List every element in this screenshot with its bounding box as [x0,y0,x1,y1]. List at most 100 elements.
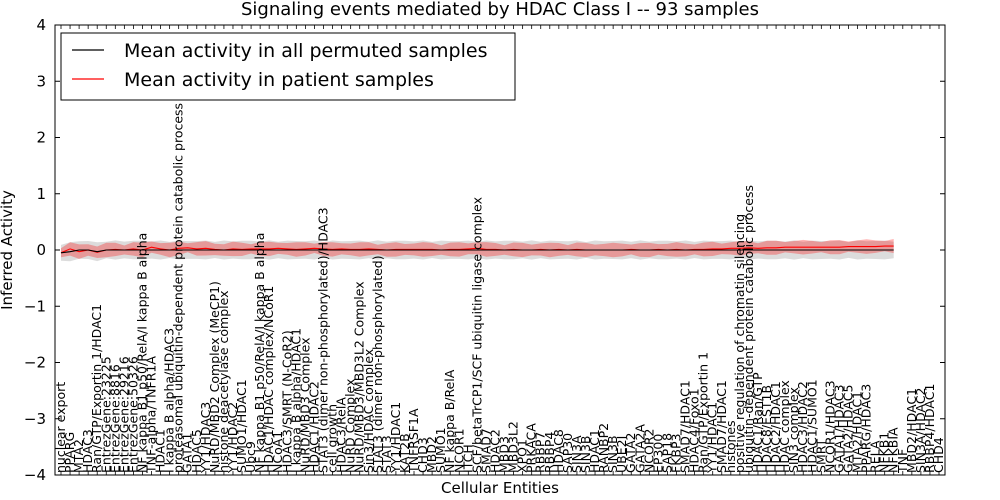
entity-label: SCF/betaTrCP1/SCF ubiquitin ligase compl… [469,197,484,473]
entity-label: histones [723,420,738,473]
entity-label: Sin3/HDAC complex [361,349,376,473]
y-tick-label: −1 [24,297,46,315]
line-permuted [60,249,894,254]
entity-label: CHD4 [931,437,946,473]
y-tick-label: 0 [36,241,46,259]
entity-label: PRKACA [524,423,539,473]
entity-label: TNFRSF1A [406,408,421,474]
y-tick-label: 4 [36,16,46,34]
entity-label: NuRD/MBD3 Complex [297,337,312,473]
entity-label: positive regulation of chromatin silenci… [732,214,747,473]
entity-label: MTA2/HDAC1 [850,391,865,473]
entity-label: STAT3 [379,435,394,473]
entity-label: Ran/GTP/Exportin 1/HDAC1 [89,304,104,473]
entity-label: RBBP4/HDAC1 [922,384,937,473]
entity-label: Ran/GTP/Exportin 1 [696,352,711,473]
entity-label: KAT2B [397,433,412,473]
entity-label: MBD2/HDAC1 [904,388,919,473]
entity-label: NFKBIA [886,427,901,473]
y-tick-label: 1 [36,185,46,203]
entity-label: HDAC2/HDAC1 [768,381,783,473]
entity-label: GATA1/HDAC3 [831,384,846,472]
entity-label: RBBP7 [533,432,548,473]
entity-label: ITCH [460,444,475,473]
band-permuted [61,240,894,262]
entity-label: EntrezGene:50326 [125,356,140,473]
entity-label: HDAC1/Ran/GTP [750,372,765,473]
entity-label: SIN3B [578,436,593,474]
entity-label: MBD2 [424,436,439,473]
entity-label: NCOR1 [451,428,466,473]
y-tick-label: 3 [36,72,46,90]
entity-label: SIN3A/HDAC2 [913,387,928,473]
entity-label: YY1/HDAC1 [705,402,720,474]
entity-label: PPARG/HDAC3 [859,384,874,473]
entity-label: MTA2 [71,439,86,473]
entity-label: SMAD7 [478,428,493,473]
axis-ticks: 4 3 2 1 0 −1 −2 −3 −4 [24,16,945,484]
entity-label: YY1/HDAC3 [198,402,213,474]
entity-label: SIN3B [605,435,620,473]
entity-label: NF kappa B1 p50/RelA/I kappa B alpha [252,233,267,473]
y-tick-label: −2 [24,354,46,372]
entity-label: HDAC1 [153,429,168,473]
y-tick-label: 2 [36,129,46,147]
entity-label: I kappa B alpha/HDAC1 [288,328,303,473]
entity-label: GATA2/HDAC5 [841,385,856,473]
entity-label: ubiquitin-dependent protein catabolic pr… [741,185,756,473]
entity-label: EntrezGene:8816 [107,364,122,473]
entity-label: NuRD Complex [343,379,358,473]
y-axis-title: Inferred Activity [0,190,16,310]
y-tick-label: −3 [24,410,46,428]
series-lines [60,245,894,254]
entity-label: TNF-alpha/TNFR1A [144,356,159,474]
entity-label: HDAC1 [587,429,602,473]
entity-label: MBD3 [497,436,512,473]
entity-label: proteasomal ubiquitin-dependent protein … [171,103,186,473]
entity-label: cell growth [325,404,340,473]
legend: Mean activity in all permuted samples Me… [60,32,516,101]
entity-label: HDAC2 [488,429,503,473]
entity-label: HDAC3/RelA [334,397,349,473]
entity-label: HDAC8/EST1B [759,385,774,473]
entity-label: GATA2 [623,433,638,473]
entity-label: nuclear export [53,382,68,473]
entity-label: YY1/HDAC1 [388,402,403,474]
entity-label: SIN3 complex [786,387,801,473]
entity-label: SAP30 [560,433,575,473]
entity-label: MBD3L2 [506,421,521,473]
entity-label: HDAC3/SMRT (N-CoR2) [279,330,294,473]
entity-label: FKBP3 [669,434,684,473]
entity-label: NuRD/MBD2 Complex (MeCP1) [207,281,222,473]
entity-label: NCOR2 [641,428,656,473]
x-axis-title: Cellular Entities [441,479,559,497]
entity-label: SMAD7/HDAC1 [678,380,693,473]
entity-label: SUMO1/HDAC1 [234,379,249,473]
entity-label: EP300 [650,434,665,473]
entity-label: GATA2A [632,424,647,473]
entity-label: PPARG [62,432,77,473]
entity-label: NF kappa B/RelA [442,369,457,473]
y-tick-label: −4 [24,466,46,484]
plot-border [54,24,946,476]
line-patient [60,245,894,254]
legend-label-patient: Mean activity in patient samples [124,69,434,91]
entity-label: GATA1 [180,433,195,473]
legend-label-permuted: Mean activity in all permuted samples [124,40,487,62]
entity-label: HDAC complex [777,380,792,473]
entity-label: NF kappa B1 p50/RelA/I kappa B alpha [135,233,150,473]
confidence-bands [61,239,894,262]
entity-label: HDAC3 [80,429,95,473]
legend-box [60,32,516,101]
entity-label: NCoA1 [270,431,285,473]
entity-label: HDAC5 [189,429,204,473]
entity-label: STAT3 (dimer non-phosphorylated) [370,255,385,473]
entity-label: SAP18 [660,433,675,473]
entity-label: NCOR1/HDAC3 [822,380,837,473]
entity-label: HDAC4/Foxo1 [687,388,702,473]
entity-label: EntrezGene:29216 [116,356,131,473]
entity-label: STAT3 (dimer non-phosphorylated)/HDAC3 [316,207,331,473]
entity-label: TNF [895,449,910,474]
entity-label: I kappa B alpha/HDAC3 [162,328,177,473]
